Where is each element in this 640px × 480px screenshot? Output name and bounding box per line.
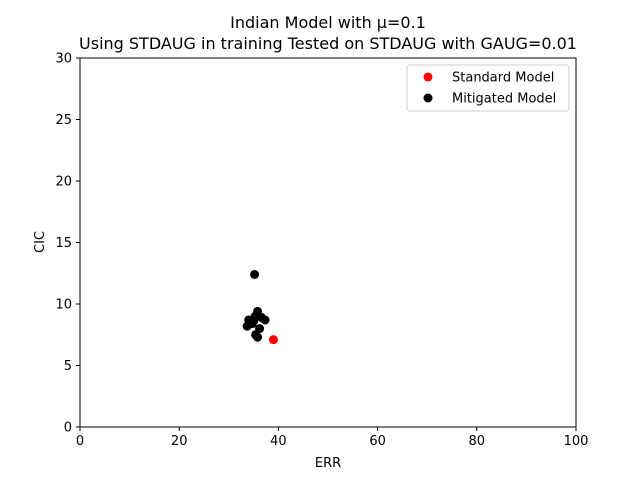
y-tick-label: 20 [55, 175, 72, 190]
plot-area [79, 57, 577, 428]
y-tick-label: 10 [55, 298, 72, 313]
x-tick-label: 20 [171, 434, 188, 449]
point-mitigated-model [260, 315, 270, 325]
point-mitigated-model [250, 269, 260, 279]
legend-label-standard-model: Standard Model [452, 71, 554, 86]
y-tick-label: 0 [64, 421, 72, 436]
legend-label-mitigated-model: Mitigated Model [452, 92, 556, 107]
chart-subtitle: Using STDAUG in training Tested on STDAU… [79, 34, 577, 53]
x-axis-label: ERR [315, 456, 341, 471]
legend: Standard Model Mitigated Model [406, 64, 570, 112]
point-mitigated-model [253, 332, 263, 342]
y-tick-label: 5 [64, 359, 72, 374]
x-tick-label: 40 [270, 434, 287, 449]
y-axis: 0 5 10 15 20 25 30 [55, 52, 80, 436]
y-tick-label: 25 [55, 113, 72, 128]
y-tick-label: 30 [55, 52, 72, 67]
plot-frame [79, 57, 577, 428]
legend-box [406, 64, 570, 112]
x-tick-label: 80 [469, 434, 486, 449]
x-tick-label: 100 [564, 434, 589, 449]
legend-marker-mitigated-model [423, 93, 433, 103]
point-standard-model [268, 335, 278, 345]
chart-title: Indian Model with μ=0.1 [230, 13, 426, 32]
x-tick-label: 60 [369, 434, 386, 449]
x-axis: 0 20 40 60 80 100 [76, 427, 589, 449]
point-mitigated-model [242, 321, 252, 331]
x-tick-label: 0 [76, 434, 84, 449]
y-tick-label: 15 [55, 236, 72, 251]
data-points [242, 269, 278, 345]
legend-marker-standard-model [423, 72, 433, 82]
y-axis-label: CIC [33, 231, 48, 253]
